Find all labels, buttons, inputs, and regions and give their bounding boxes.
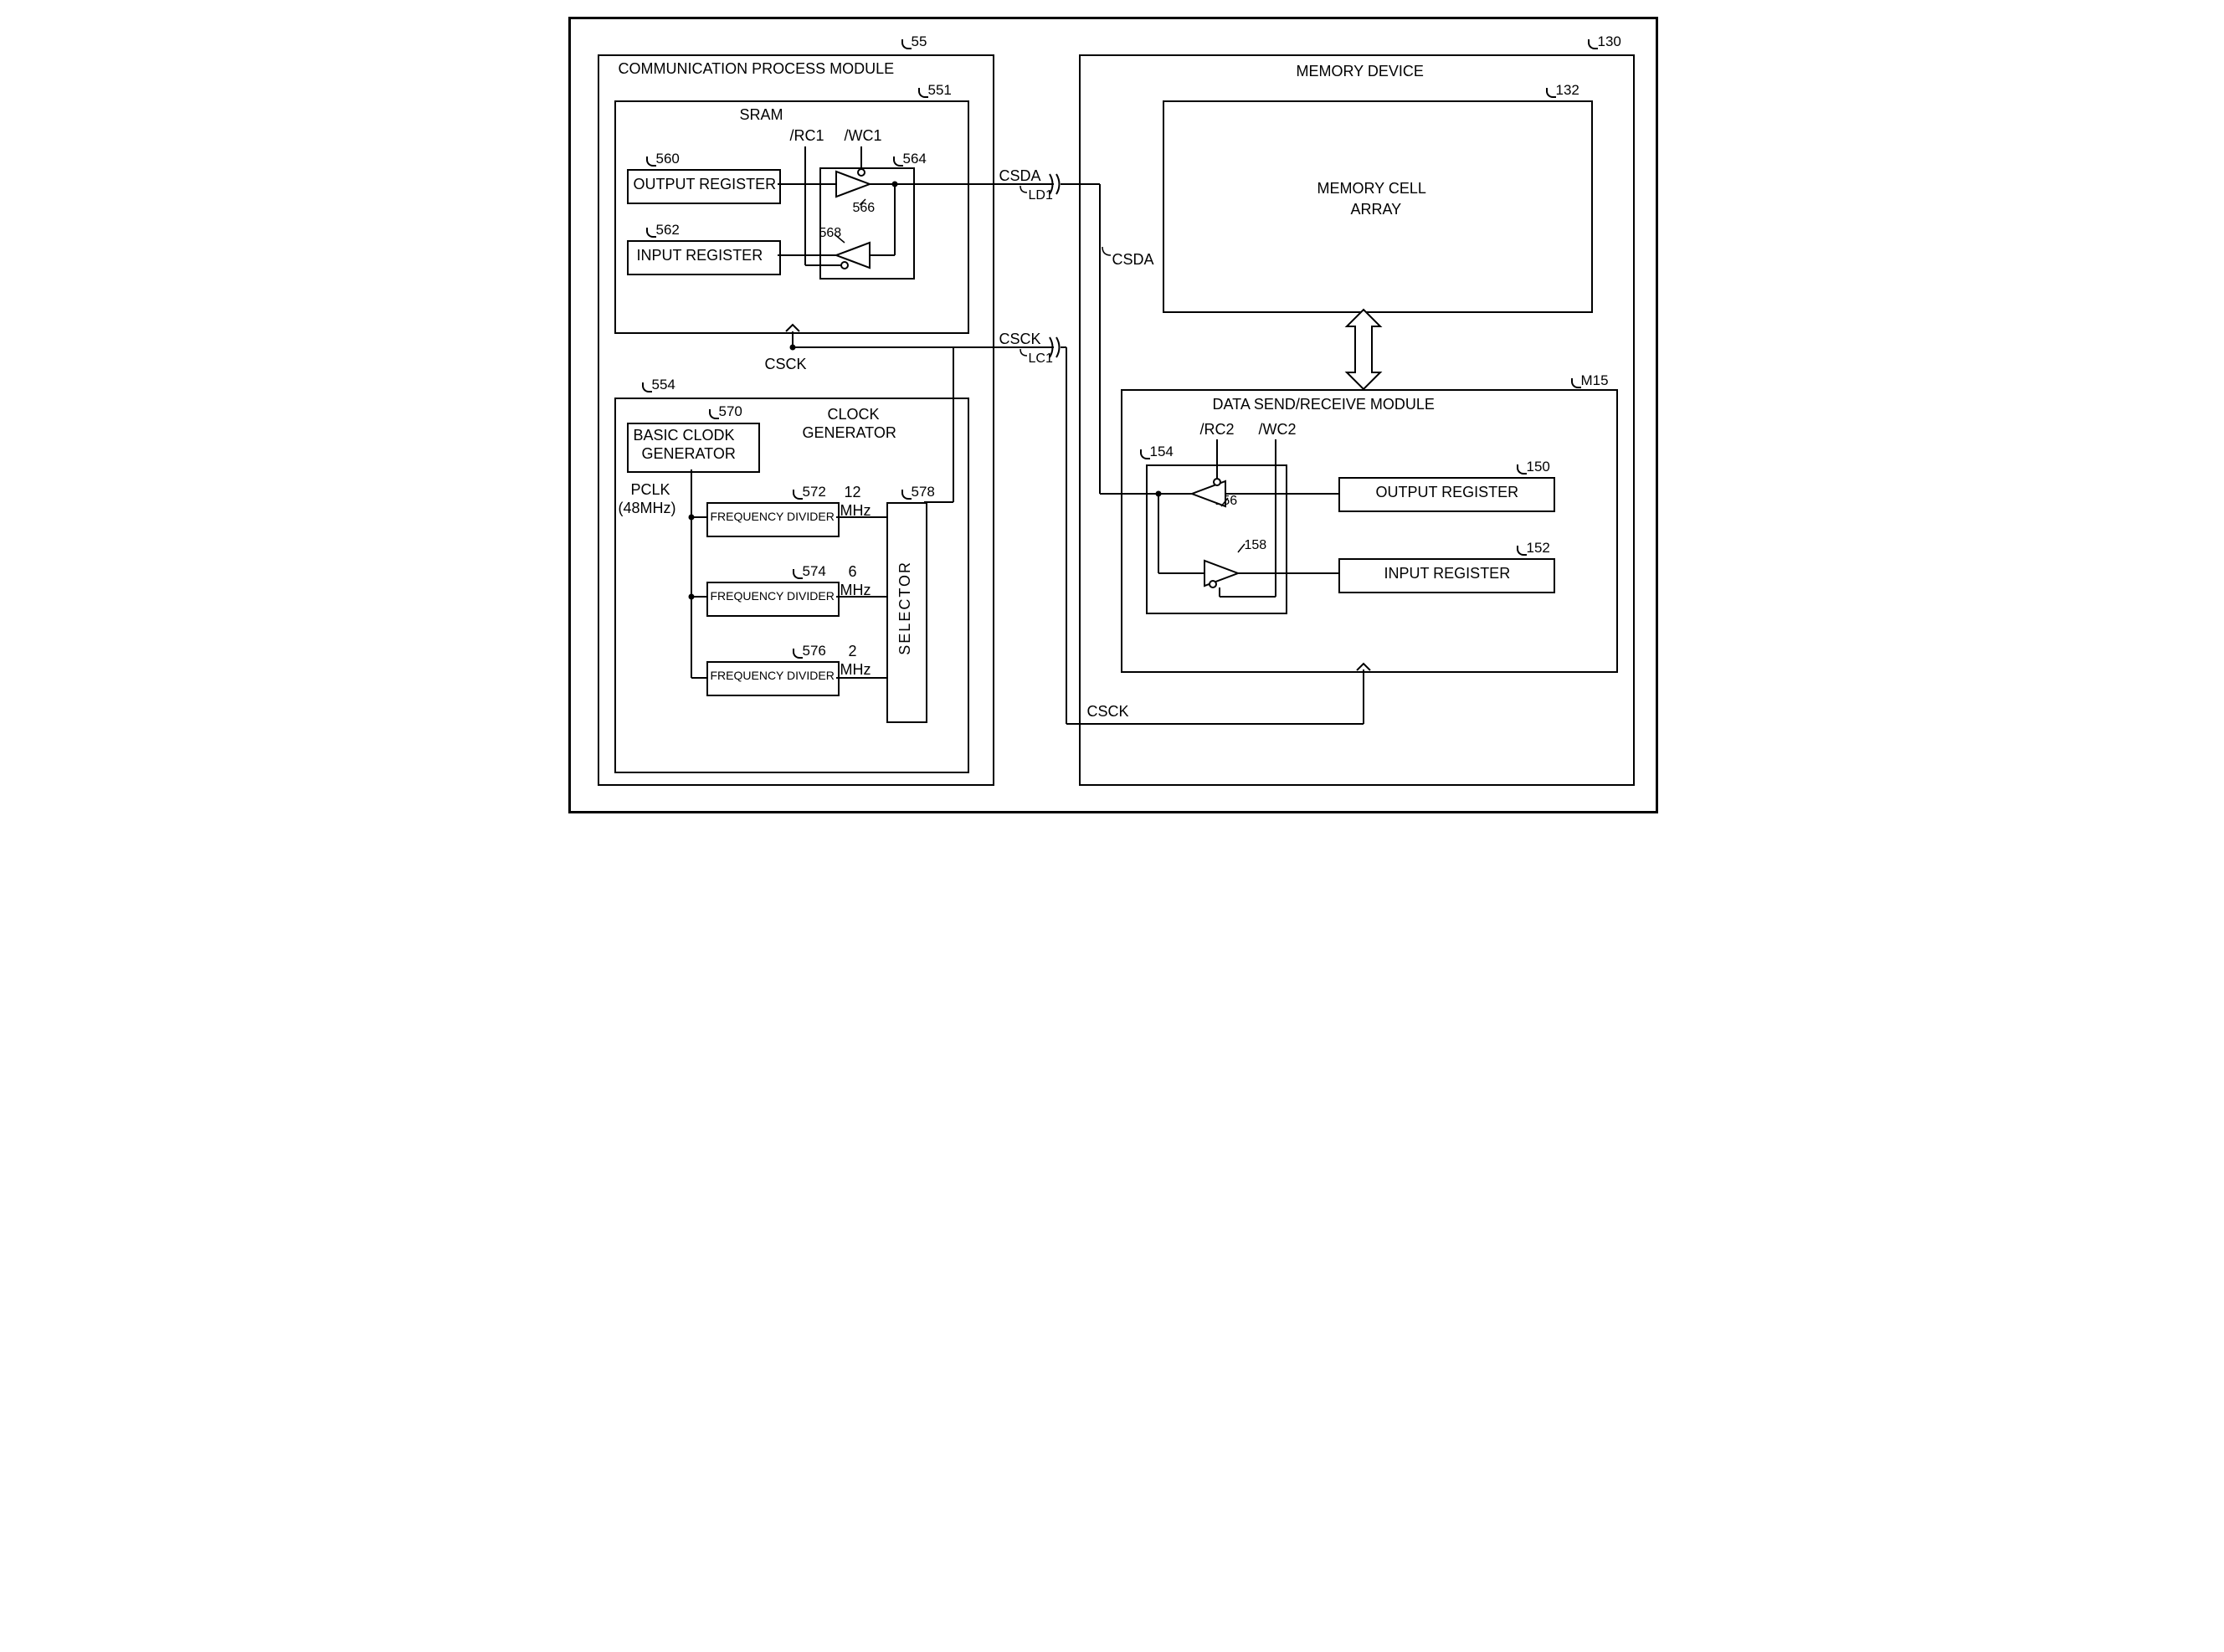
csck-bottom-label: CSCK — [1087, 703, 1129, 721]
div1-unit: MHz — [840, 502, 871, 520]
ref-130: 130 — [1598, 33, 1621, 50]
div1-out: 12 — [845, 484, 861, 501]
div3-out: 2 — [849, 643, 857, 660]
cell-array-l1: MEMORY CELL — [1317, 180, 1426, 198]
ref-158: 158 — [1245, 538, 1267, 553]
input-register-r-label: INPUT REGISTER — [1384, 565, 1511, 582]
csda-label: CSDA — [999, 167, 1041, 185]
ref-150: 150 — [1527, 459, 1550, 475]
sram-title: SRAM — [740, 106, 783, 124]
div3-unit: MHz — [840, 661, 871, 679]
ref-576: 576 — [803, 643, 826, 659]
clockgen-title1: CLOCK — [828, 406, 880, 423]
ref-554: 554 — [652, 377, 675, 393]
ref-560: 560 — [656, 151, 680, 167]
ref-566: 566 — [853, 201, 876, 216]
ld1-label: LD1 — [1029, 188, 1053, 203]
csck-label: CSCK — [999, 331, 1041, 348]
wc2-label: /WC2 — [1259, 421, 1297, 439]
csck-internal: CSCK — [765, 356, 807, 373]
basic-clock-l2: GENERATOR — [642, 445, 736, 463]
ref-m15: M15 — [1581, 372, 1609, 389]
ref-562: 562 — [656, 222, 680, 239]
ref-132: 132 — [1556, 82, 1579, 99]
cell-array-l2: ARRAY — [1351, 201, 1402, 218]
wc1-label: /WC1 — [845, 127, 882, 145]
clockgen-title2: GENERATOR — [803, 424, 896, 442]
memory-device-title: MEMORY DEVICE — [1297, 63, 1424, 80]
output-register-label: OUTPUT REGISTER — [634, 176, 777, 193]
ref-568: 568 — [819, 226, 842, 241]
lc1-label: LC1 — [1029, 351, 1053, 367]
ref-570: 570 — [719, 403, 742, 420]
ref-564: 564 — [903, 151, 927, 167]
rc1-label: /RC1 — [790, 127, 824, 145]
ref-152: 152 — [1527, 540, 1550, 557]
ref-156: 156 — [1215, 494, 1238, 509]
ref-574: 574 — [803, 563, 826, 580]
div2-out: 6 — [849, 563, 857, 581]
div2-unit: MHz — [840, 582, 871, 599]
freq-div-1-label: FREQUENCY DIVIDER — [711, 510, 835, 523]
pclk-l2: (48MHz) — [619, 500, 676, 517]
dsr-title: DATA SEND/RECEIVE MODULE — [1213, 396, 1435, 413]
freq-div-2-label: FREQUENCY DIVIDER — [711, 589, 835, 603]
pclk-l1: PCLK — [631, 481, 670, 499]
csda2-label: CSDA — [1112, 251, 1154, 269]
ref-578: 578 — [912, 484, 935, 500]
ref-551: 551 — [928, 82, 952, 99]
basic-clock-l1: BASIC CLODK — [634, 427, 735, 444]
ref-55: 55 — [912, 33, 927, 50]
selector-label: SELECTOR — [896, 561, 914, 655]
input-register-label: INPUT REGISTER — [637, 247, 763, 264]
output-register-r-label: OUTPUT REGISTER — [1376, 484, 1519, 501]
rc2-label: /RC2 — [1200, 421, 1235, 439]
comm-module-title: COMMUNICATION PROCESS MODULE — [619, 60, 895, 78]
diagram-canvas: 55 COMMUNICATION PROCESS MODULE 551 SRAM… — [568, 17, 1656, 812]
ref-572: 572 — [803, 484, 826, 500]
freq-div-3-label: FREQUENCY DIVIDER — [711, 669, 835, 682]
buf-box-564 — [819, 167, 915, 280]
ref-154: 154 — [1150, 444, 1174, 460]
